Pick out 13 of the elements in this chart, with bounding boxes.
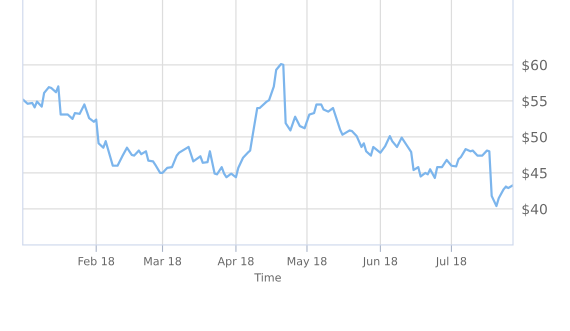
y-tick-label: $40 bbox=[522, 204, 547, 216]
x-tick-label: Jun 18 bbox=[362, 256, 398, 268]
y-tick-label: $60 bbox=[522, 60, 547, 72]
x-tick-label: Jul 18 bbox=[435, 256, 466, 268]
line-series bbox=[22, 63, 513, 208]
y-tick-label: $50 bbox=[522, 132, 547, 144]
x-tick-label: Feb 18 bbox=[78, 256, 114, 266]
x-axis-title: Time bbox=[254, 273, 281, 282]
y-tick-label: $55 bbox=[522, 96, 547, 108]
y-tick-label: $45 bbox=[522, 168, 547, 180]
x-tick-label: Apr 18 bbox=[218, 256, 254, 268]
x-tick-label: Mar 18 bbox=[144, 256, 182, 266]
x-tick-label: May 18 bbox=[288, 256, 327, 268]
